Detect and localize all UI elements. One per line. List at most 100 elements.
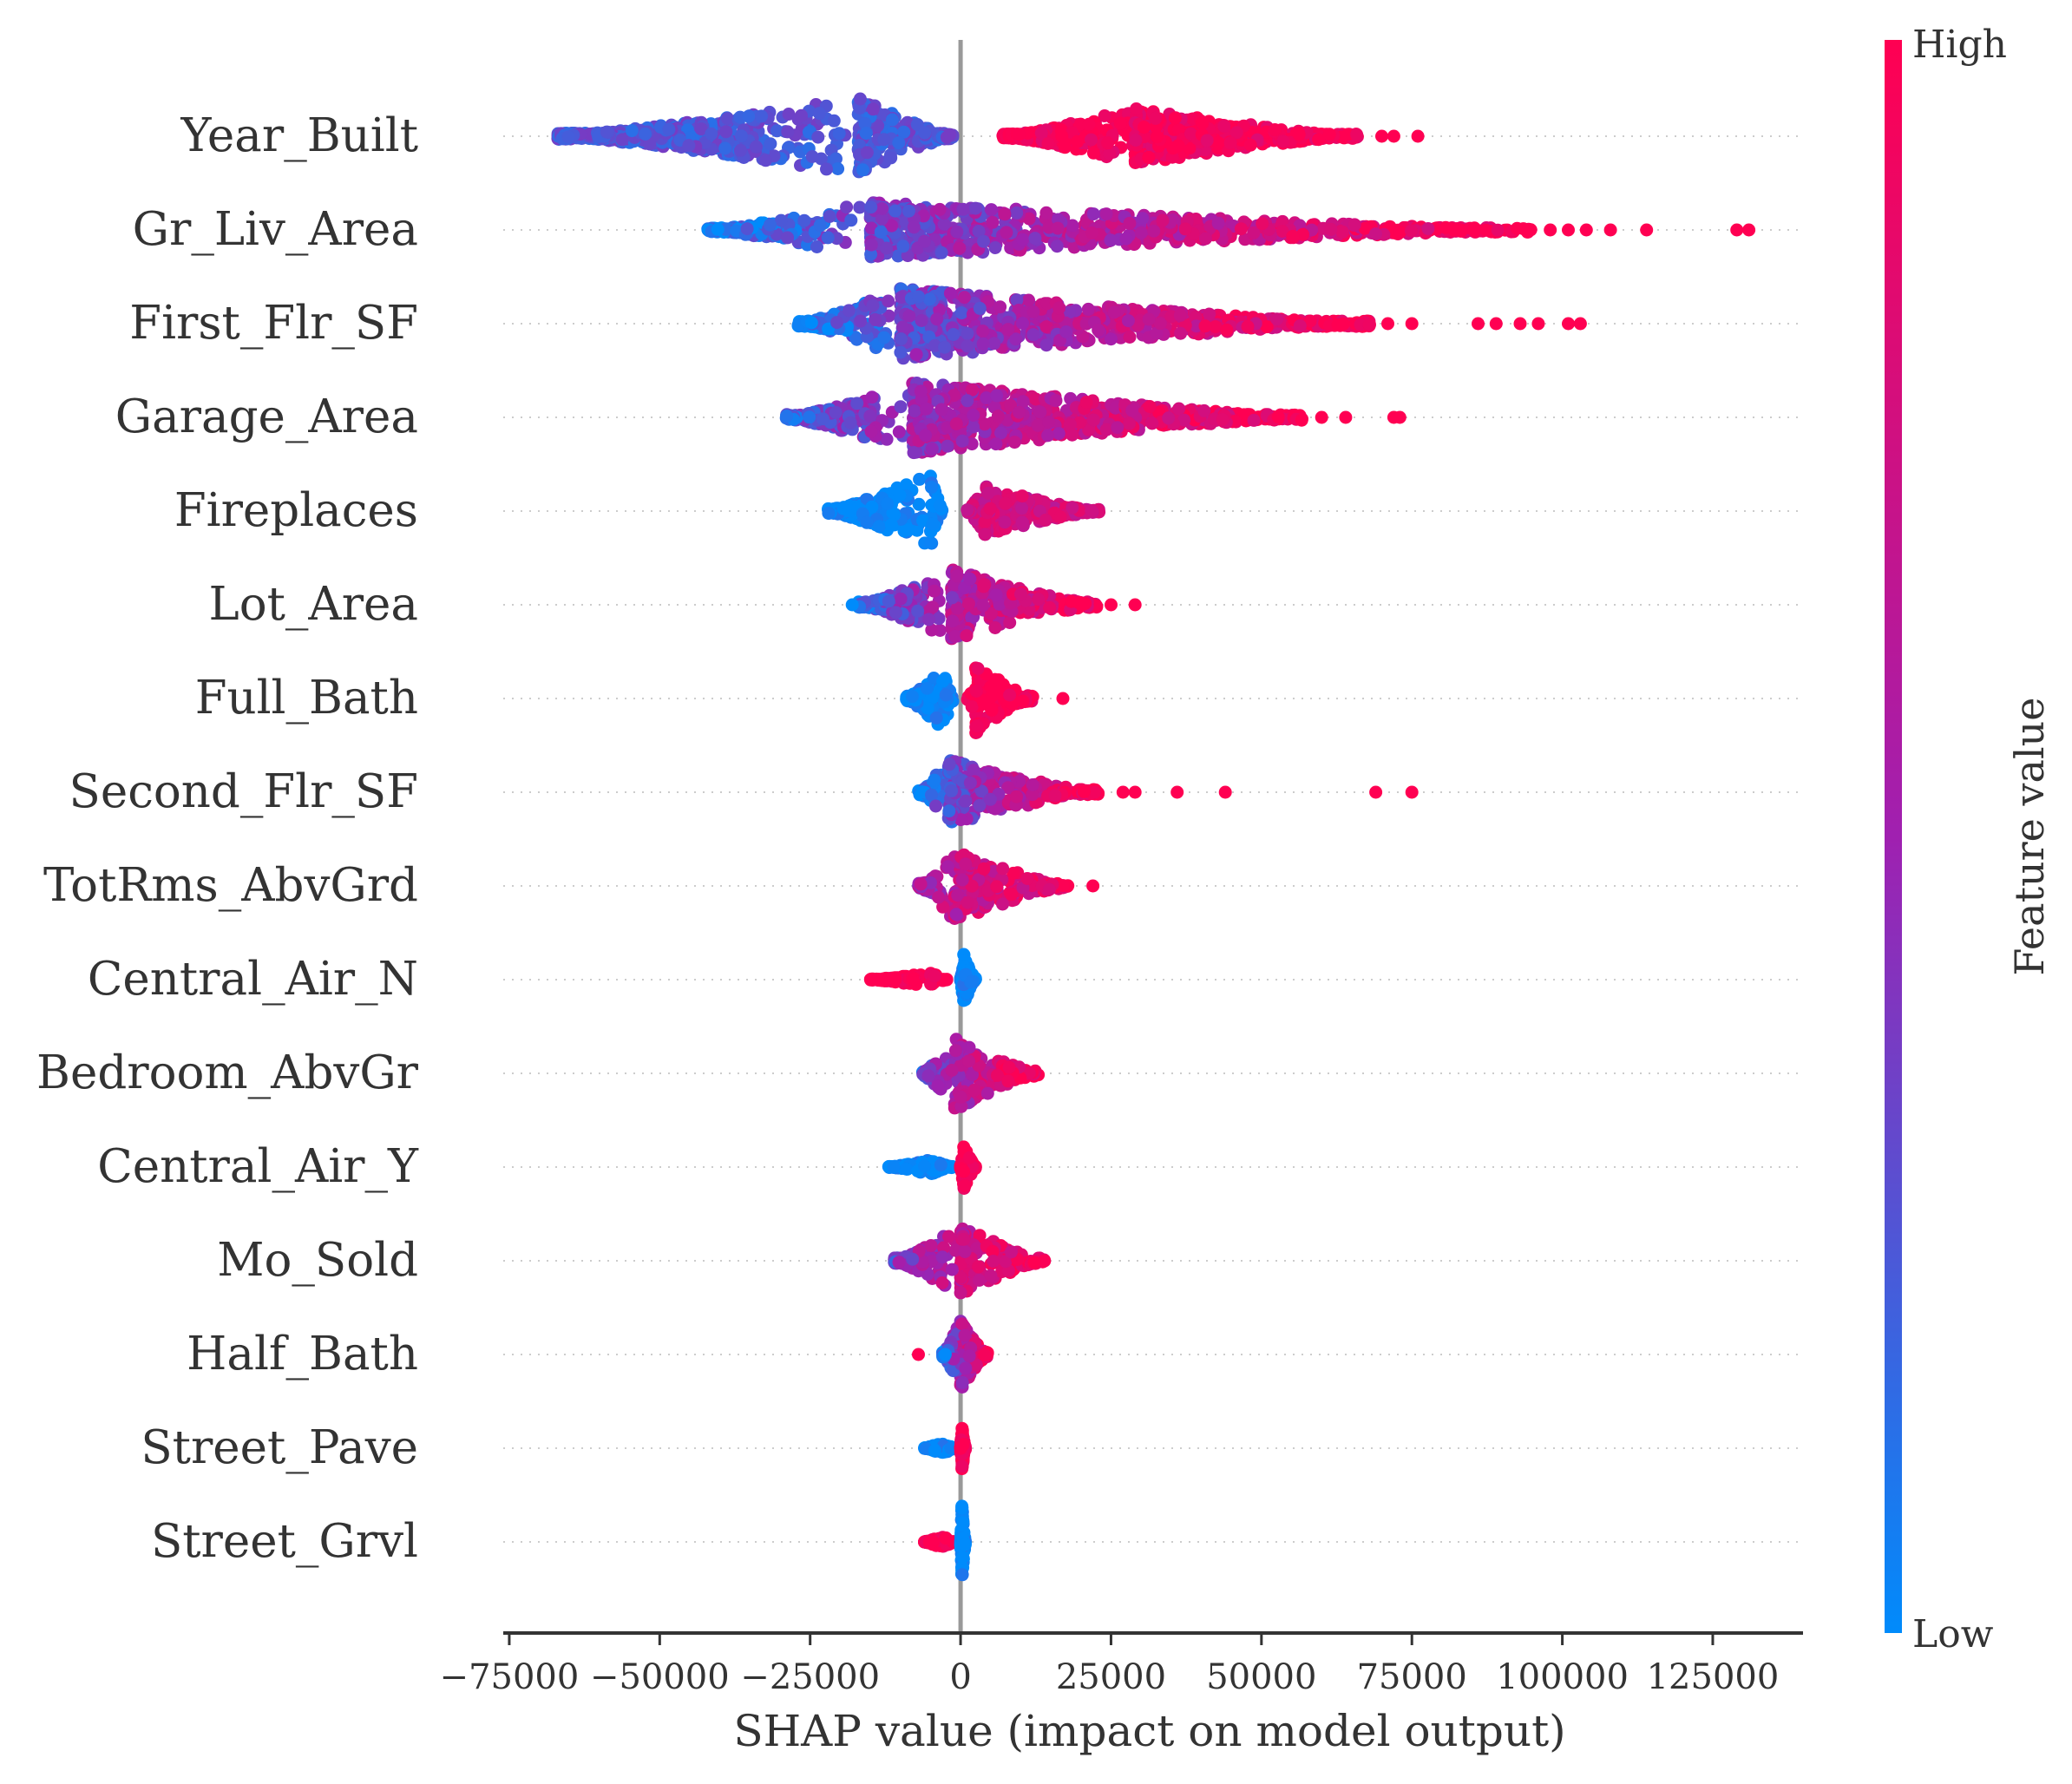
data-point xyxy=(1454,224,1468,238)
data-point xyxy=(978,528,992,541)
data-point xyxy=(894,592,908,606)
data-point xyxy=(1007,436,1021,449)
data-point xyxy=(1172,402,1186,416)
data-point xyxy=(774,213,788,227)
data-point xyxy=(734,129,748,143)
data-point xyxy=(1256,217,1269,231)
data-point xyxy=(1121,314,1135,328)
data-point xyxy=(1183,141,1197,155)
data-point xyxy=(885,219,899,233)
data-point xyxy=(1531,317,1545,331)
data-point xyxy=(600,125,613,139)
data-point xyxy=(829,405,843,419)
data-point xyxy=(1042,416,1056,429)
data-point xyxy=(1052,301,1066,315)
data-point xyxy=(947,328,961,341)
data-point xyxy=(1119,232,1133,246)
data-point xyxy=(911,604,925,618)
data-point xyxy=(920,681,934,695)
data-point xyxy=(902,309,916,323)
data-point xyxy=(892,425,906,439)
data-point xyxy=(976,337,990,351)
data-point xyxy=(1197,403,1211,417)
data-point xyxy=(1275,225,1289,238)
data-point xyxy=(1032,593,1046,607)
data-point xyxy=(812,107,826,121)
data-point xyxy=(926,517,940,531)
data-point xyxy=(866,298,880,312)
data-point xyxy=(882,594,895,608)
data-point xyxy=(960,629,974,643)
data-point xyxy=(934,246,948,259)
data-point xyxy=(1603,223,1617,237)
data-point xyxy=(1033,405,1047,419)
data-point xyxy=(933,202,947,216)
data-point xyxy=(1293,319,1307,332)
data-point xyxy=(866,102,880,116)
data-point xyxy=(999,496,1013,510)
data-point xyxy=(1039,206,1053,220)
data-point xyxy=(1198,319,1212,333)
data-point xyxy=(915,314,928,327)
data-point xyxy=(961,394,974,408)
data-point xyxy=(770,124,784,138)
data-point xyxy=(1053,510,1067,524)
data-point xyxy=(831,162,845,175)
data-point xyxy=(967,409,980,422)
data-point xyxy=(1085,133,1098,147)
data-point xyxy=(949,417,963,430)
data-point xyxy=(820,162,833,176)
data-point xyxy=(1085,226,1098,239)
data-point xyxy=(1171,139,1185,153)
data-point xyxy=(1375,129,1388,143)
data-point xyxy=(1016,317,1030,331)
data-point xyxy=(1742,223,1756,237)
data-point xyxy=(797,213,811,227)
data-point xyxy=(913,472,927,486)
data-point xyxy=(1573,317,1587,331)
data-point xyxy=(1145,416,1159,430)
data-point xyxy=(1271,410,1285,423)
data-point xyxy=(892,136,906,150)
data-point xyxy=(1335,225,1349,239)
data-point xyxy=(615,133,629,147)
data-point xyxy=(1211,136,1225,149)
data-point xyxy=(719,125,733,139)
data-point xyxy=(981,487,995,500)
data-point xyxy=(884,518,898,532)
data-point xyxy=(891,249,905,263)
data-point xyxy=(941,439,954,453)
data-point xyxy=(864,424,878,438)
data-point xyxy=(853,102,867,115)
data-point xyxy=(1184,127,1197,141)
data-point xyxy=(888,204,902,218)
data-point xyxy=(983,502,997,515)
data-point xyxy=(829,152,843,166)
data-point xyxy=(1270,312,1284,326)
data-point xyxy=(1071,134,1085,148)
data-point xyxy=(803,410,816,424)
data-point xyxy=(1322,128,1336,141)
data-point xyxy=(1043,600,1057,614)
data-point xyxy=(909,348,923,362)
data-point xyxy=(894,345,908,359)
data-point xyxy=(1151,130,1164,144)
data-point xyxy=(1640,223,1654,237)
data-point xyxy=(1041,429,1055,443)
data-point xyxy=(863,410,877,423)
data-point xyxy=(1211,216,1225,230)
data-point xyxy=(1130,102,1144,115)
data-point xyxy=(881,497,895,510)
data-point xyxy=(1041,137,1055,150)
data-point xyxy=(968,201,982,215)
data-point xyxy=(1128,598,1142,612)
feature-row-Fireplaces xyxy=(822,469,1106,550)
data-point xyxy=(882,294,895,308)
data-point xyxy=(1085,504,1098,517)
row-gridlines xyxy=(503,135,1803,1543)
data-point xyxy=(976,599,990,613)
data-point xyxy=(1142,150,1156,164)
data-point xyxy=(781,231,795,245)
data-point xyxy=(936,674,950,688)
